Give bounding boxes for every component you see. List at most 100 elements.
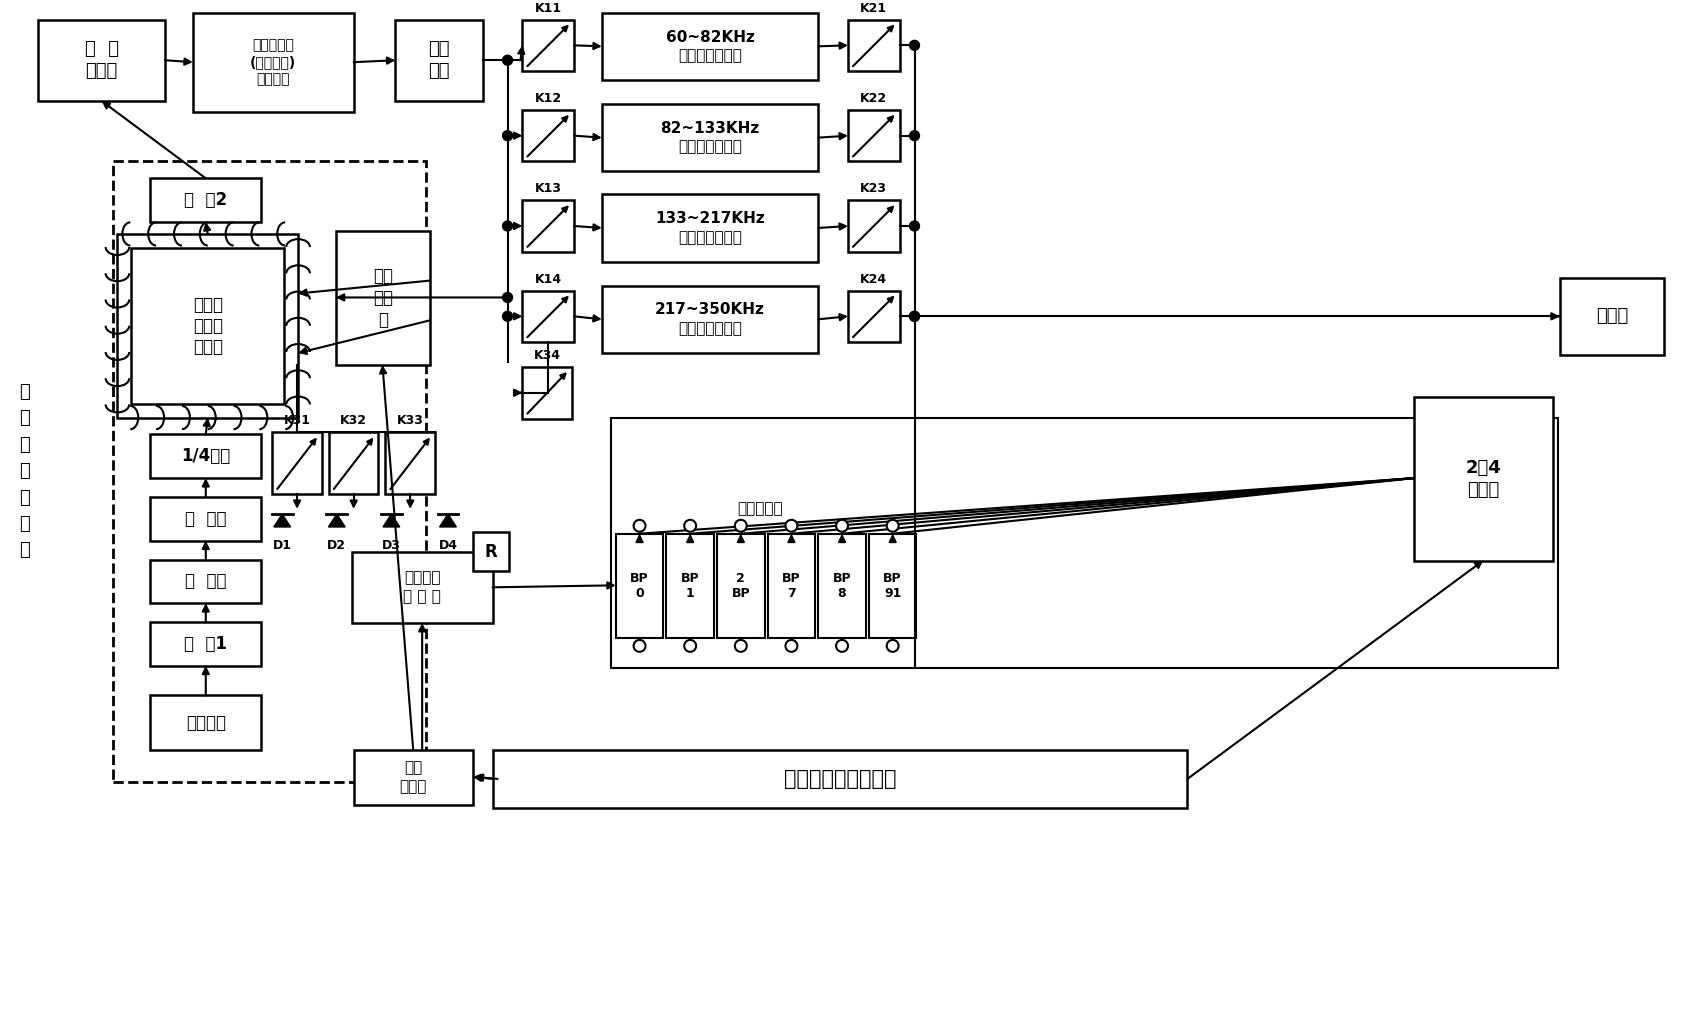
Bar bbox=[151, 179, 261, 222]
Bar bbox=[37, 20, 165, 101]
Bar bbox=[602, 194, 817, 262]
Polygon shape bbox=[329, 514, 346, 527]
Text: 2
BP: 2 BP bbox=[731, 572, 750, 600]
Text: 偏  振片: 偏 振片 bbox=[185, 510, 227, 527]
Text: 2－4
译码器: 2－4 译码器 bbox=[1465, 458, 1501, 498]
Bar bbox=[395, 20, 483, 101]
Text: 铯样品
吸收泡
恒温室: 铯样品 吸收泡 恒温室 bbox=[193, 296, 222, 356]
Bar bbox=[848, 291, 899, 343]
Bar bbox=[351, 551, 492, 623]
Bar bbox=[848, 20, 899, 71]
Circle shape bbox=[502, 131, 512, 140]
Bar bbox=[522, 291, 573, 343]
Bar bbox=[848, 109, 899, 161]
Text: K32: K32 bbox=[341, 415, 366, 427]
Text: 铯光谱灯: 铯光谱灯 bbox=[187, 714, 226, 732]
Bar bbox=[1560, 278, 1664, 355]
Circle shape bbox=[734, 640, 746, 652]
Text: K34: K34 bbox=[534, 349, 561, 362]
Text: BP
91: BP 91 bbox=[884, 572, 902, 600]
Bar bbox=[117, 234, 298, 418]
Circle shape bbox=[734, 520, 746, 531]
Text: D4: D4 bbox=[439, 539, 458, 551]
Circle shape bbox=[909, 40, 919, 51]
Circle shape bbox=[502, 292, 512, 302]
Bar bbox=[602, 12, 817, 80]
Bar bbox=[602, 286, 817, 353]
Text: 滤  光片: 滤 光片 bbox=[185, 573, 227, 590]
Polygon shape bbox=[439, 514, 456, 527]
Text: 82~133KHz
无源带通滤波器: 82~133KHz 无源带通滤波器 bbox=[660, 121, 760, 155]
Circle shape bbox=[836, 640, 848, 652]
Bar bbox=[667, 534, 714, 638]
Text: 60~82KHz
无源带通滤波器: 60~82KHz 无源带通滤波器 bbox=[665, 30, 755, 63]
Text: D1: D1 bbox=[273, 539, 292, 551]
Bar bbox=[473, 531, 509, 572]
Bar bbox=[151, 497, 261, 541]
Text: 1/4玻片: 1/4玻片 bbox=[181, 447, 231, 465]
Text: 数模
转换器: 数模 转换器 bbox=[400, 761, 427, 795]
Text: BP
1: BP 1 bbox=[680, 572, 699, 600]
Text: K13: K13 bbox=[534, 183, 561, 195]
Bar bbox=[522, 20, 573, 71]
Text: K12: K12 bbox=[534, 92, 561, 105]
Text: D2: D2 bbox=[327, 539, 346, 551]
Bar bbox=[151, 559, 261, 603]
Bar bbox=[768, 534, 816, 638]
Polygon shape bbox=[383, 514, 400, 527]
Text: 放大器: 放大器 bbox=[1596, 308, 1628, 325]
Circle shape bbox=[683, 520, 695, 531]
Circle shape bbox=[785, 520, 797, 531]
Text: K14: K14 bbox=[534, 272, 561, 286]
Text: 透  镜1: 透 镜1 bbox=[185, 635, 227, 653]
Bar bbox=[868, 534, 916, 638]
Bar bbox=[329, 432, 378, 494]
Circle shape bbox=[634, 640, 646, 652]
Bar bbox=[151, 434, 261, 478]
Circle shape bbox=[683, 640, 695, 652]
Bar bbox=[522, 109, 573, 161]
Text: K22: K22 bbox=[860, 92, 887, 105]
Circle shape bbox=[785, 640, 797, 652]
Bar bbox=[385, 432, 436, 494]
Circle shape bbox=[909, 312, 919, 321]
Polygon shape bbox=[273, 514, 290, 527]
Bar bbox=[717, 534, 765, 638]
Text: 数控有源
移 相 器: 数控有源 移 相 器 bbox=[404, 571, 441, 604]
Bar bbox=[131, 248, 285, 404]
Bar bbox=[354, 750, 473, 805]
Bar bbox=[817, 534, 867, 638]
Text: 透  镜2: 透 镜2 bbox=[185, 191, 227, 209]
Text: BP
7: BP 7 bbox=[782, 572, 801, 600]
Circle shape bbox=[887, 640, 899, 652]
Text: BP
0: BP 0 bbox=[631, 572, 650, 600]
Text: 低噪声光电
(场效应管)
转换电路: 低噪声光电 (场效应管) 转换电路 bbox=[249, 38, 297, 87]
Bar bbox=[602, 104, 817, 171]
Text: 嵌入式处理终端模块: 嵌入式处理终端模块 bbox=[784, 769, 895, 788]
Bar bbox=[616, 534, 663, 638]
Bar bbox=[151, 696, 261, 750]
Text: 光  电
探测器: 光 电 探测器 bbox=[85, 40, 119, 80]
Text: R: R bbox=[485, 543, 497, 560]
Circle shape bbox=[909, 131, 919, 140]
Text: BP
8: BP 8 bbox=[833, 572, 851, 600]
Circle shape bbox=[909, 221, 919, 231]
Bar bbox=[273, 432, 322, 494]
Text: 217~350KHz
无源带通滤波器: 217~350KHz 无源带通滤波器 bbox=[655, 302, 765, 336]
Bar bbox=[1414, 396, 1554, 560]
Circle shape bbox=[909, 312, 919, 321]
Text: K23: K23 bbox=[860, 183, 887, 195]
Bar bbox=[151, 622, 261, 666]
Text: K24: K24 bbox=[860, 272, 887, 286]
Bar bbox=[193, 12, 354, 111]
Circle shape bbox=[887, 520, 899, 531]
Circle shape bbox=[502, 312, 512, 321]
Text: K31: K31 bbox=[283, 415, 310, 427]
Bar bbox=[522, 367, 572, 419]
Circle shape bbox=[502, 56, 512, 65]
Text: 133~217KHz
无源带通滤波器: 133~217KHz 无源带通滤波器 bbox=[655, 212, 765, 245]
Text: 前置
放大: 前置 放大 bbox=[429, 40, 449, 80]
Circle shape bbox=[502, 221, 512, 231]
Text: 铯
光
泵
物
理
系
统: 铯 光 泵 物 理 系 统 bbox=[19, 383, 29, 559]
Bar bbox=[114, 161, 426, 782]
